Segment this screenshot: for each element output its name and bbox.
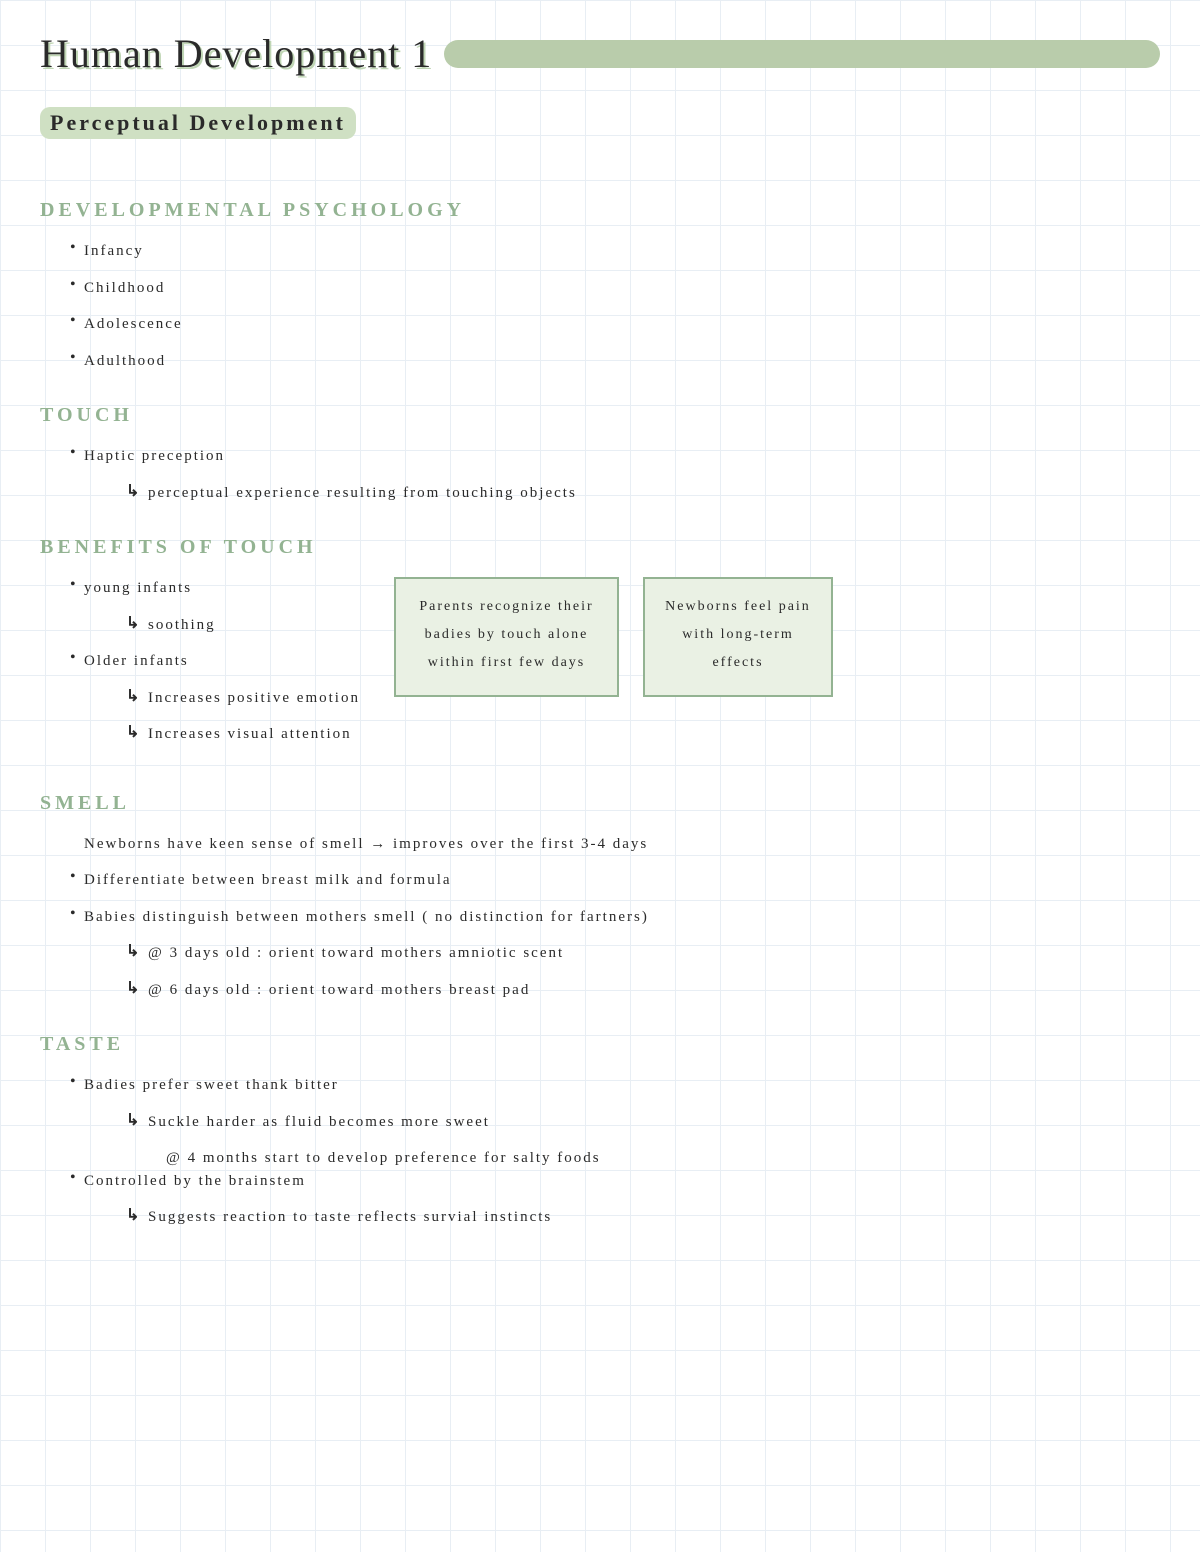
sub-item: perceptual experience resulting from tou… bbox=[70, 482, 1160, 505]
section-heading-taste: TASTE bbox=[40, 1033, 1160, 1056]
callout-parents: Parents recognize their badies by touch … bbox=[394, 577, 619, 697]
callout-pain: Newborns feel pain with long-term effect… bbox=[643, 577, 833, 697]
sub-item: Suckle harder as fluid becomes more swee… bbox=[70, 1111, 1160, 1134]
sub-item: Increases visual attention bbox=[70, 723, 370, 746]
section-heading-dev-psych: DEVELOPMENTAL PSYCHOLOGY bbox=[40, 199, 1160, 222]
sub-item: @ 3 days old : orient toward mothers amn… bbox=[70, 942, 1160, 965]
dev-psych-list: Infancy Childhood Adolescence Adulthood bbox=[40, 240, 1160, 372]
sub-item: soothing bbox=[70, 614, 370, 637]
list-item: Babies distinguish between mothers smell… bbox=[70, 906, 1160, 929]
list-item: Controlled by the brainstem bbox=[70, 1170, 1160, 1193]
list-item: young infants bbox=[70, 577, 370, 600]
sub-item: Suggests reaction to taste reflects surv… bbox=[70, 1206, 1160, 1229]
list-item: Childhood bbox=[70, 277, 1160, 300]
touch-notes: Haptic preception perceptual experience … bbox=[40, 445, 1160, 504]
list-item: Haptic preception bbox=[70, 445, 1160, 468]
benefits-left-col: young infants soothing Older infants Inc… bbox=[70, 577, 370, 760]
title-accent-bar bbox=[444, 40, 1160, 68]
page-title: Human Development 1 bbox=[40, 30, 432, 77]
subtitle: Perceptual Development bbox=[40, 107, 356, 139]
smell-notes: Newborns have keen sense of smell → impr… bbox=[40, 833, 1160, 1002]
section-heading-smell: SMELL bbox=[40, 792, 1160, 815]
list-item: Adulthood bbox=[70, 350, 1160, 373]
list-item: Newborns have keen sense of smell → impr… bbox=[70, 833, 1160, 856]
list-item: Infancy bbox=[70, 240, 1160, 263]
section-heading-touch: TOUCH bbox=[40, 404, 1160, 427]
list-item: Older infants bbox=[70, 650, 370, 673]
sub-item: @ 4 months start to develop preference f… bbox=[70, 1147, 1160, 1170]
list-item: Differentiate between breast milk and fo… bbox=[70, 869, 1160, 892]
taste-notes: Badies prefer sweet thank bitter Suckle … bbox=[40, 1074, 1160, 1229]
sub-item: Increases positive emotion bbox=[70, 687, 370, 710]
sub-item: @ 6 days old : orient toward mothers bre… bbox=[70, 979, 1160, 1002]
list-item: Badies prefer sweet thank bitter bbox=[70, 1074, 1160, 1097]
section-heading-benefits: BENEFITS OF TOUCH bbox=[40, 536, 1160, 559]
benefits-row: young infants soothing Older infants Inc… bbox=[40, 577, 1160, 760]
list-item: Adolescence bbox=[70, 313, 1160, 336]
title-row: Human Development 1 bbox=[40, 30, 1160, 77]
